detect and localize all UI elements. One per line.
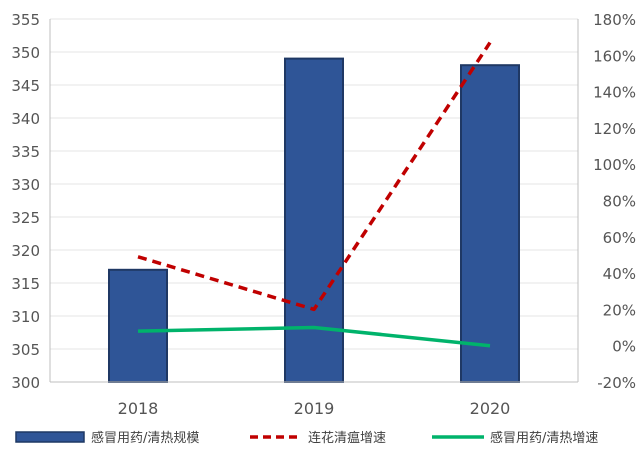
legend-label: 感冒用药/清热规模 xyxy=(91,430,199,446)
left-tick-label: 325 xyxy=(11,209,40,227)
right-tick-label: 60% xyxy=(603,229,636,247)
right-tick-label: 100% xyxy=(593,156,636,174)
left-tick-label: 345 xyxy=(11,77,40,95)
left-tick-label: 300 xyxy=(11,374,40,392)
left-tick-label: 315 xyxy=(11,275,40,293)
legend-swatch xyxy=(15,431,85,443)
left-tick-label: 310 xyxy=(11,308,40,326)
right-tick-label: 40% xyxy=(603,265,636,283)
left-tick-label: 335 xyxy=(11,143,40,161)
x-tick-label: 2020 xyxy=(470,399,511,418)
legend-label: 感冒用药/清热增速 xyxy=(490,430,598,446)
bar xyxy=(284,57,344,383)
x-tick-label: 2018 xyxy=(118,399,159,418)
right-tick-label: 20% xyxy=(603,301,636,319)
left-y-axis: 300 305 310 315 320 325 330 335 340 345 350 355 xyxy=(11,11,51,392)
right-tick-label: 0% xyxy=(612,338,636,356)
series-line xyxy=(137,41,492,312)
left-tick-label: 330 xyxy=(11,176,40,194)
right-tick-label: 80% xyxy=(603,193,636,211)
x-axis: 2018 2019 2020 xyxy=(50,381,578,418)
left-tick-label: 320 xyxy=(11,242,40,260)
right-tick-label: -20% xyxy=(597,374,636,392)
legend: 感冒用药/清热规模 连花清瘟增速 感冒用药/清热增速 xyxy=(15,430,598,446)
bar xyxy=(460,64,520,383)
right-tick-label: 120% xyxy=(593,120,636,138)
series-line xyxy=(137,325,491,348)
line-series xyxy=(137,41,492,348)
x-tick-label: 2019 xyxy=(294,399,335,418)
right-tick-label: 180% xyxy=(593,11,636,29)
right-tick-label: 160% xyxy=(593,47,636,65)
bar-series xyxy=(108,57,520,383)
left-tick-label: 350 xyxy=(11,44,40,62)
left-tick-label: 340 xyxy=(11,110,40,128)
legend-label: 连花清瘟增速 xyxy=(308,430,386,446)
left-tick-label: 305 xyxy=(11,341,40,359)
right-y-axis: -20% 0% 20% 40% 60% 80% 100% 120% 140% 160% 180% xyxy=(577,11,636,392)
bar xyxy=(108,268,168,383)
left-tick-label: 355 xyxy=(11,11,40,29)
right-tick-label: 140% xyxy=(593,84,636,102)
